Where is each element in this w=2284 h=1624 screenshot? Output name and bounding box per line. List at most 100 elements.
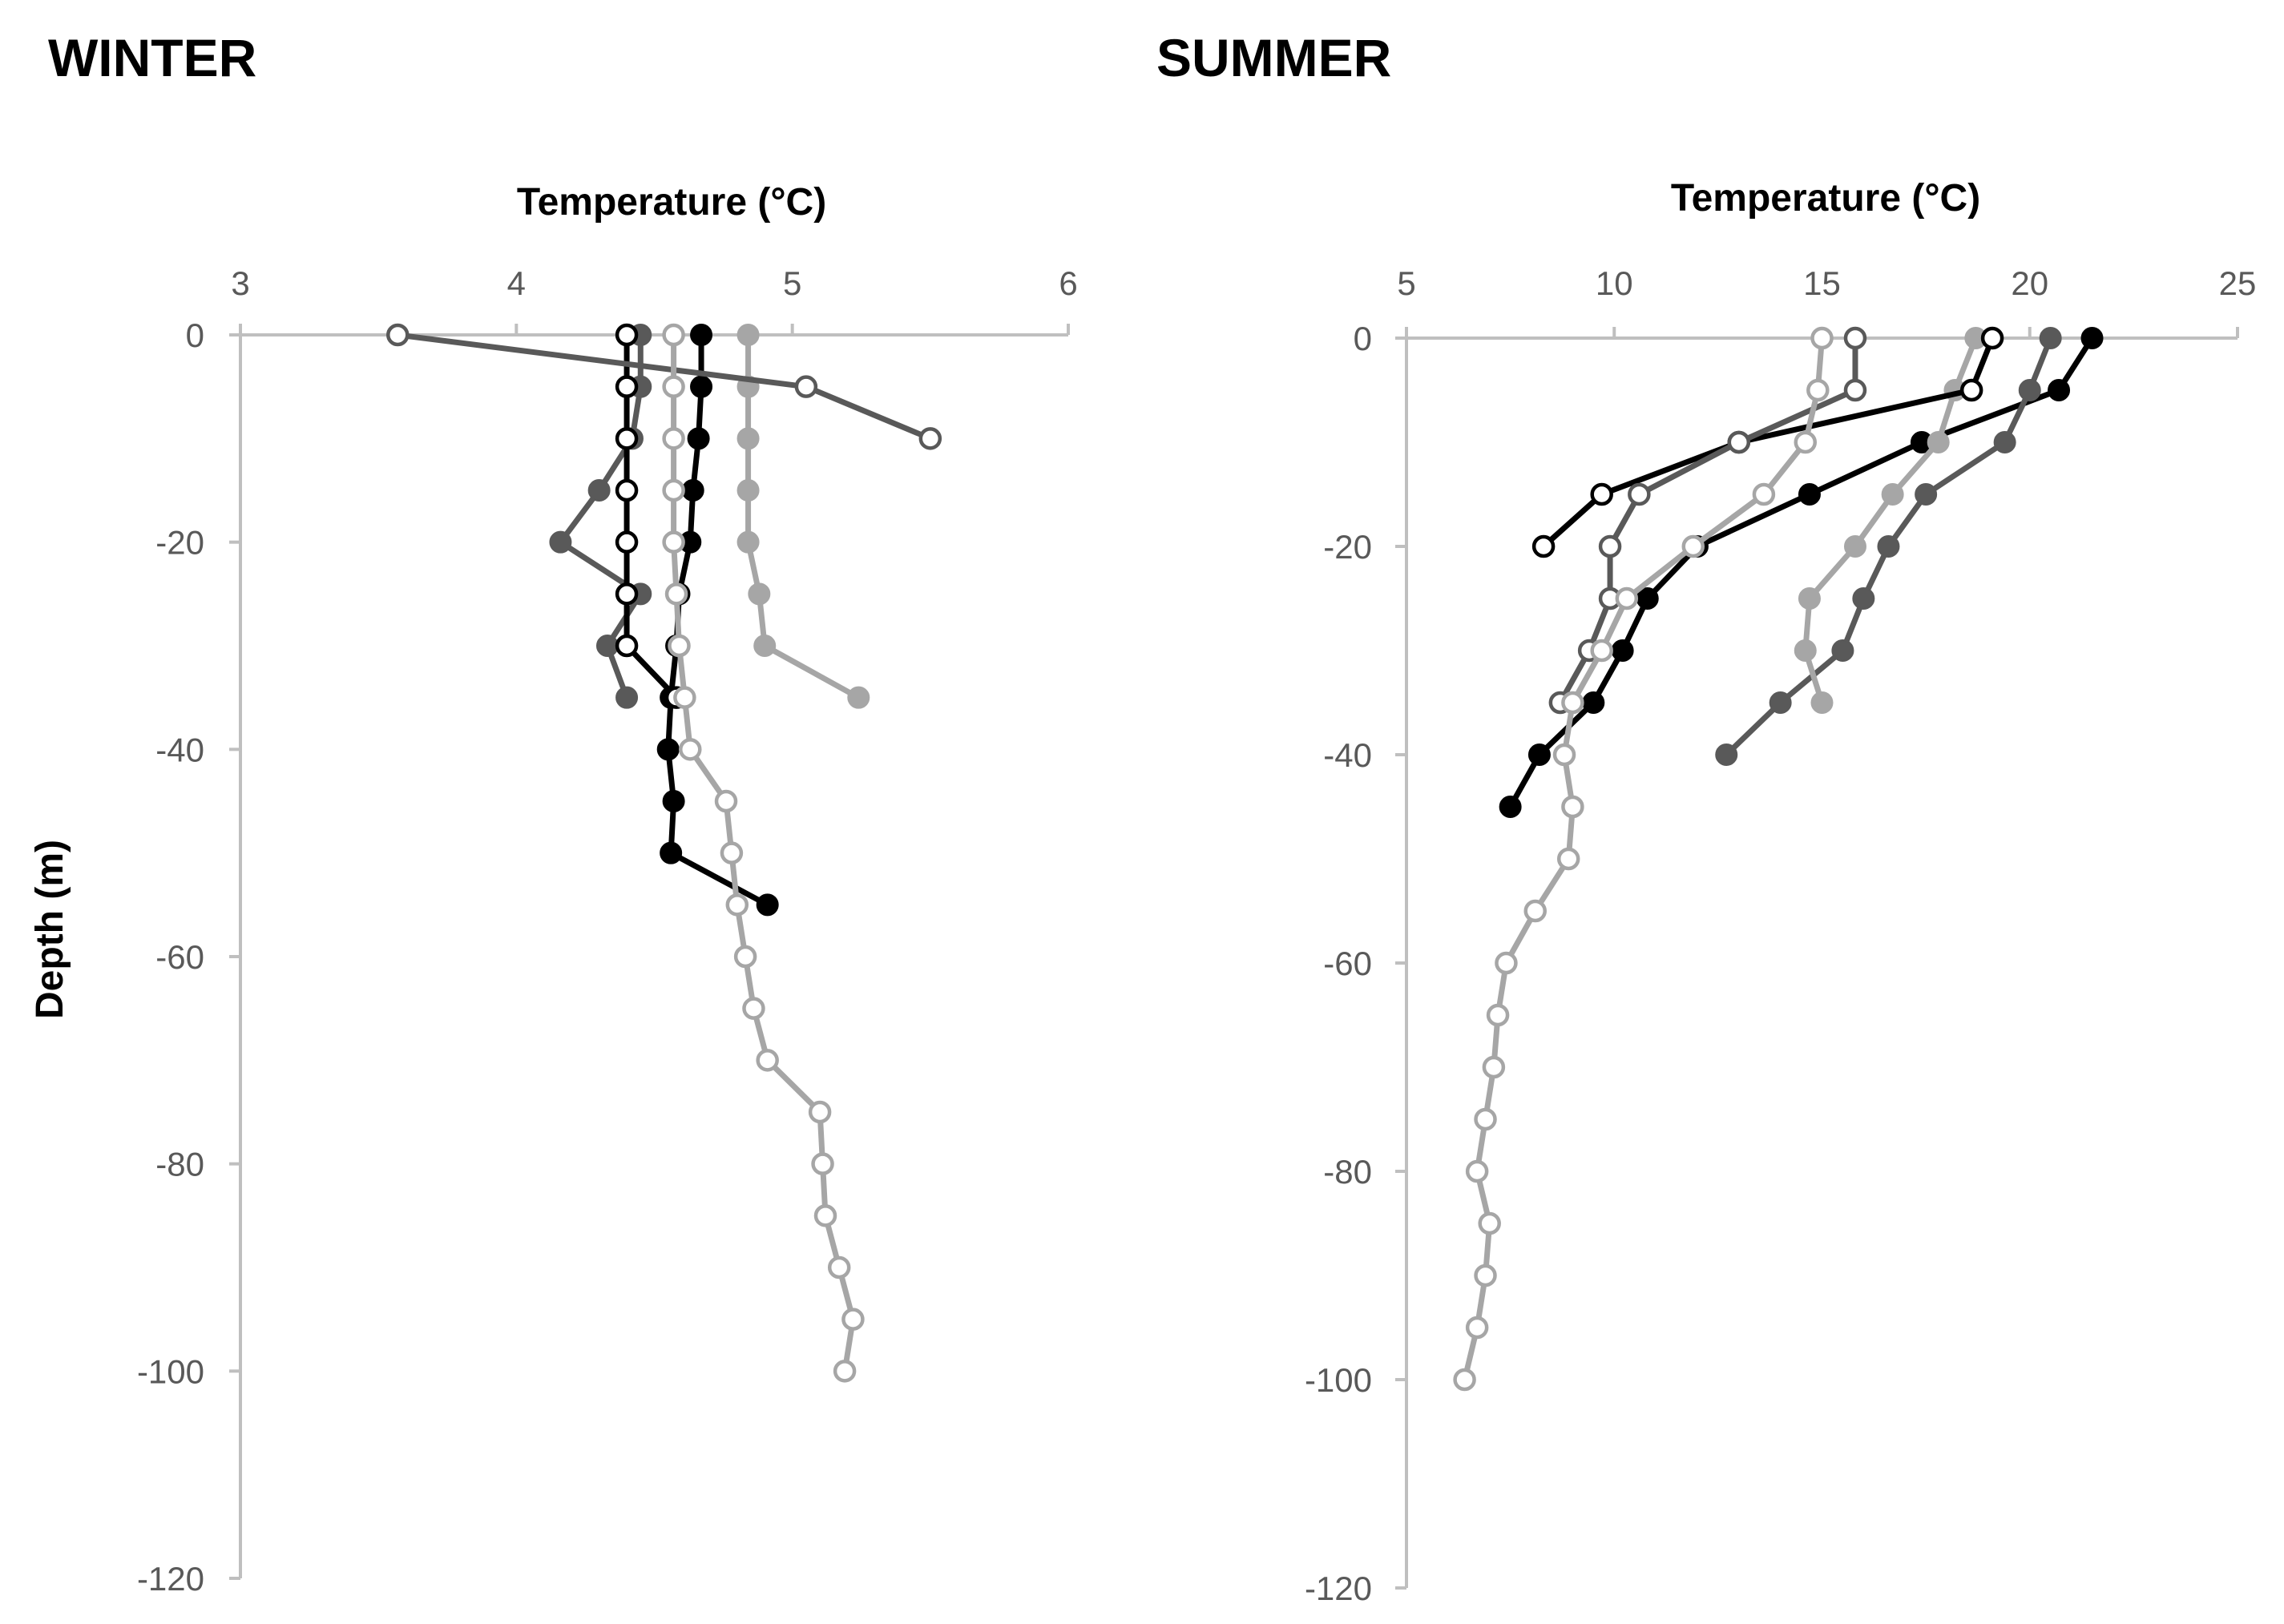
winter-data-point bbox=[662, 530, 685, 554]
winter-data-point bbox=[668, 634, 691, 658]
summer-series-group bbox=[1453, 326, 2104, 1392]
winter-x-tick-label: 5 bbox=[783, 264, 801, 302]
summer-y-tick-label: 0 bbox=[1354, 320, 1372, 357]
winter-data-point bbox=[549, 530, 572, 554]
summer-y-tick-label: -120 bbox=[1305, 1570, 1372, 1607]
summer-data-point bbox=[1798, 483, 1821, 506]
summer-data-point bbox=[1980, 326, 2004, 350]
winter-x-axis-title: Temperature (°C) bbox=[517, 181, 826, 224]
summer-data-point bbox=[1810, 326, 1834, 350]
winter-data-point bbox=[736, 479, 760, 502]
winter-x-tick-label: 4 bbox=[507, 264, 526, 302]
summer-data-point bbox=[1527, 743, 1551, 766]
summer-y-tick-label: -100 bbox=[1305, 1361, 1372, 1399]
winter-data-point bbox=[662, 427, 685, 450]
winter-data-point bbox=[615, 323, 639, 347]
winter-data-point bbox=[748, 582, 771, 606]
summer-data-point bbox=[1482, 1055, 1506, 1079]
winter-data-point bbox=[833, 1360, 857, 1383]
summer-data-point bbox=[1798, 587, 1821, 610]
summer-data-point bbox=[1552, 743, 1576, 767]
summer-data-point bbox=[2080, 327, 2104, 349]
winter-y-tick-label: -20 bbox=[155, 524, 204, 562]
summer-y-tick-label: -80 bbox=[1323, 1153, 1372, 1191]
summer-panel-title: SUMMER bbox=[1156, 28, 1391, 87]
winter-data-point bbox=[690, 324, 713, 346]
summer-data-point bbox=[1769, 691, 1792, 714]
summer-data-point bbox=[2039, 327, 2062, 349]
summer-series-2 bbox=[1715, 327, 2062, 766]
summer-y-tick-label: -20 bbox=[1323, 528, 1372, 566]
winter-series-group bbox=[386, 323, 942, 1383]
winter-series-3 bbox=[736, 324, 870, 709]
summer-series-line bbox=[1507, 336, 2095, 808]
winter-y-tick-label: -60 bbox=[155, 938, 204, 976]
summer-data-point bbox=[1590, 639, 1613, 663]
winter-data-point bbox=[794, 375, 818, 398]
winter-series-line bbox=[665, 335, 769, 908]
winter-data-point bbox=[662, 323, 685, 347]
summer-x-axis-title: Temperature (°C) bbox=[1671, 177, 1980, 220]
winter-data-point bbox=[736, 324, 760, 346]
summer-data-point bbox=[1843, 378, 1867, 402]
winter-axes: 3 4 5 6 0 -20 -40 -60 -80 -100 -120 bbox=[137, 264, 1078, 1598]
winter-data-point bbox=[664, 582, 688, 606]
winter-data-point bbox=[742, 997, 765, 1020]
winter-series-2 bbox=[549, 324, 652, 709]
winter-y-axis-title: Depth (m) bbox=[29, 840, 71, 1019]
winter-y-tick-label: -100 bbox=[137, 1352, 204, 1390]
summer-data-point bbox=[1474, 1263, 1497, 1288]
winter-data-point bbox=[681, 479, 704, 502]
winter-data-point bbox=[660, 841, 683, 864]
summer-series-6 bbox=[1453, 326, 1834, 1392]
winter-data-point bbox=[687, 427, 710, 450]
winter-data-point bbox=[587, 479, 611, 502]
summer-data-point bbox=[1993, 431, 2016, 453]
summer-data-point bbox=[1465, 1159, 1489, 1183]
winter-data-point bbox=[813, 1204, 837, 1227]
summer-data-point bbox=[1499, 796, 1522, 818]
winter-series-6 bbox=[662, 323, 865, 1383]
summer-data-point bbox=[1598, 534, 1622, 558]
winter-data-point bbox=[615, 530, 639, 554]
winter-data-point bbox=[714, 789, 738, 813]
winter-data-point bbox=[847, 686, 870, 709]
winter-data-point bbox=[736, 427, 760, 450]
winter-data-point bbox=[615, 375, 639, 398]
summer-data-point bbox=[1794, 639, 1817, 662]
winter-panel: WINTER Temperature (°C) Depth (m) 3 4 5 6 0 -… bbox=[29, 28, 1078, 1598]
summer-data-point bbox=[1727, 430, 1751, 454]
summer-data-point bbox=[1959, 378, 1983, 402]
summer-data-point bbox=[1794, 430, 1818, 454]
summer-data-point bbox=[1843, 326, 1867, 350]
summer-y-tick-label: -40 bbox=[1323, 736, 1372, 774]
summer-data-point bbox=[1752, 482, 1776, 506]
winter-data-point bbox=[386, 323, 410, 347]
summer-series-1 bbox=[1499, 327, 2104, 818]
summer-x-tick-label: 25 bbox=[2219, 264, 2257, 302]
winter-y-tick-label: 0 bbox=[186, 316, 204, 354]
winter-data-point bbox=[615, 427, 639, 450]
winter-data-point bbox=[615, 478, 639, 502]
summer-x-tick-label: 15 bbox=[1803, 264, 1841, 302]
summer-data-point bbox=[2048, 379, 2071, 401]
summer-data-point bbox=[1474, 1107, 1497, 1131]
summer-data-point bbox=[1615, 586, 1639, 611]
summer-data-point bbox=[1881, 483, 1904, 506]
summer-data-point bbox=[1556, 847, 1580, 871]
winter-data-point bbox=[736, 530, 760, 554]
summer-data-point bbox=[1611, 639, 1634, 662]
summer-data-point bbox=[1877, 535, 1900, 558]
winter-data-point bbox=[733, 945, 757, 969]
winter-data-point bbox=[662, 790, 685, 812]
summer-data-point bbox=[1927, 431, 1950, 453]
summer-data-point bbox=[1561, 691, 1584, 715]
winter-y-tick-label: -80 bbox=[155, 1146, 204, 1183]
winter-data-point bbox=[725, 893, 749, 917]
winter-x-tick-label: 6 bbox=[1059, 264, 1077, 302]
winter-data-point bbox=[720, 841, 744, 864]
summer-series-3 bbox=[1794, 327, 1987, 714]
winter-data-point bbox=[808, 1100, 832, 1124]
summer-y-tick-label: -60 bbox=[1323, 945, 1372, 982]
